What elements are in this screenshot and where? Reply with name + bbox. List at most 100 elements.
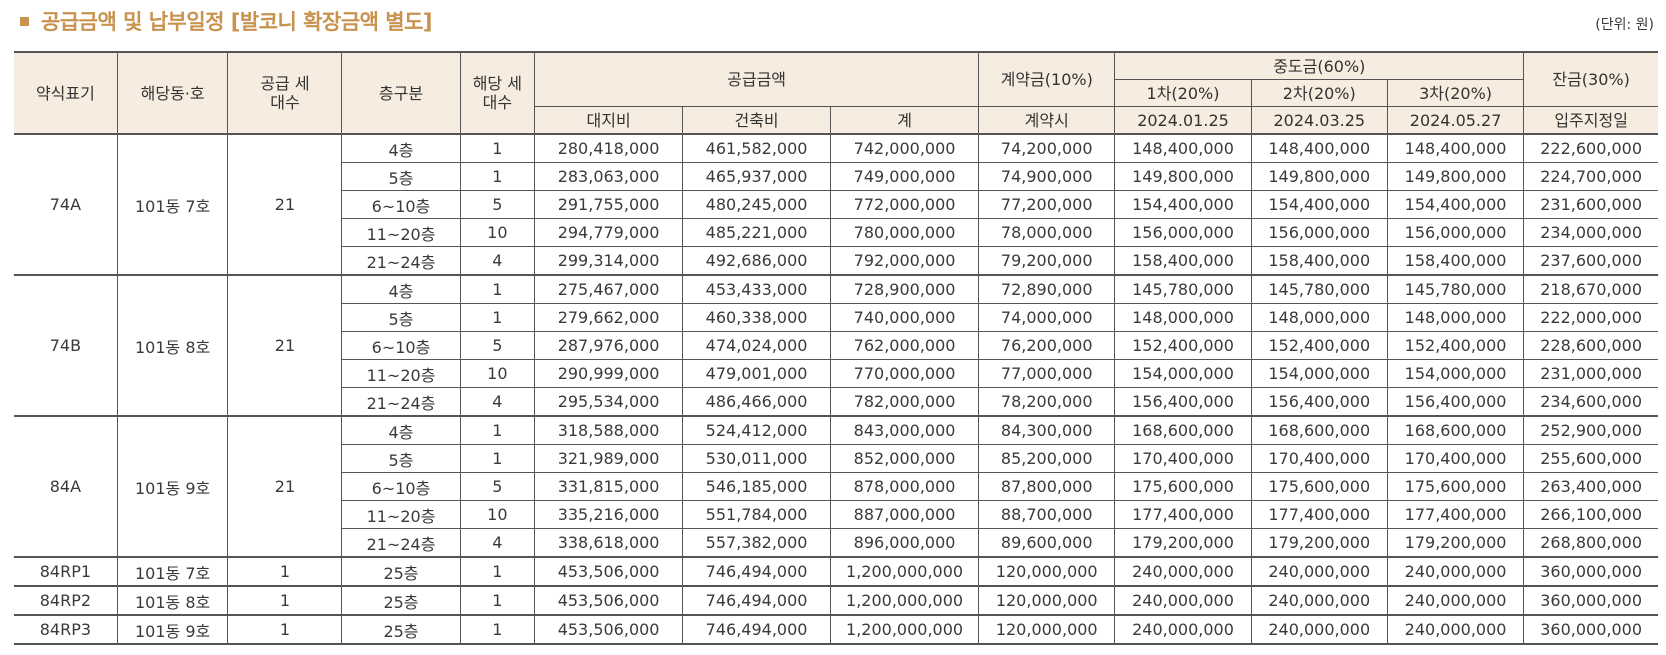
cell-mid3: 156,400,000 [1386,387,1525,417]
cell-mid2: 149,800,000 [1250,162,1388,191]
header-deposit: 계약금(10%) [978,51,1116,107]
header-mid2: 2차(20%) [1250,79,1388,107]
cell-mid1: 148,400,000 [1114,133,1252,163]
cell-mid2: 168,600,000 [1250,415,1388,445]
cell-balance: 234,600,000 [1523,387,1658,417]
header-total: 계 [830,106,980,135]
table-row: 74A 101동 7호 21 4층 1 280,418,000 461,582,000 742… [14,133,1658,276]
cell-mid2: 156,400,000 [1250,387,1388,417]
cell-mid3: 148,000,000 [1386,303,1525,332]
cell-floor: 6~10층 [341,331,461,360]
cell-mid1: 179,200,000 [1114,528,1252,558]
cell-building: 746,494,000 [682,556,832,587]
cell-land: 291,755,000 [534,190,684,219]
cell-households: 5 [459,472,536,501]
cell-households: 4 [459,528,536,558]
page-header: 공급금액 및 납부일정 [발코니 확장금액 별도] (단위: 원) [0,0,1666,48]
cell-balance: 360,000,000 [1523,614,1658,645]
cell-households: 10 [459,359,536,388]
table-row: 84RP2 101동 8호 1 25층 1 453,506,000 746,494,000 1… [14,585,1658,616]
cell-unit-no: 101동 8호 [116,585,229,616]
cell-building: 557,382,000 [682,528,832,558]
unit-note: (단위: 원) [1595,17,1654,33]
cell-balance: 255,600,000 [1523,444,1658,473]
cell-building: 524,412,000 [682,415,832,445]
cell-supply-households: 21 [227,415,343,558]
cell-total: 887,000,000 [830,500,980,529]
cell-supply-households: 21 [227,274,343,417]
header-mid1: 1차(20%) [1114,79,1252,107]
table-row: 11~20층 10 290,999,000 479,001,000 770,000,00… [14,359,1658,388]
header-middle: 중도금(60%) [1114,51,1525,80]
cell-total: 742,000,000 [830,133,980,163]
cell-households: 1 [459,585,536,616]
header-supply-price: 공급금액 [534,51,980,107]
cell-mid3: 145,780,000 [1386,274,1525,304]
cell-unit-no: 101동 7호 [116,133,229,276]
cell-mid2: 175,600,000 [1250,472,1388,501]
cell-balance: 360,000,000 [1523,556,1658,587]
cell-households: 1 [459,274,536,304]
cell-deposit: 78,000,000 [978,218,1116,247]
cell-mid2: 156,000,000 [1250,218,1388,247]
cell-mid1: 175,600,000 [1114,472,1252,501]
cell-building: 492,686,000 [682,246,832,276]
header-mid3: 3차(20%) [1386,79,1524,107]
header-mid3-date: 2024.05.27 [1386,106,1525,135]
header-land: 대지비 [534,106,684,135]
cell-mid2: 240,000,000 [1250,585,1388,616]
cell-households: 1 [459,133,536,163]
cell-total: 762,000,000 [830,331,980,360]
cell-balance: 252,900,000 [1523,415,1658,445]
header-balance: 잔금(30%) [1523,51,1658,107]
cell-total: 896,000,000 [830,528,980,558]
cell-deposit: 85,200,000 [978,444,1116,473]
cell-households: 1 [459,614,536,645]
cell-mid3: 148,400,000 [1386,133,1525,163]
cell-mid2: 170,400,000 [1250,444,1388,473]
cell-mid1: 156,400,000 [1114,387,1252,417]
header-building: 건축비 [682,106,832,135]
cell-mid3: 240,000,000 [1386,614,1525,645]
cell-mid1: 149,800,000 [1114,162,1252,191]
table-row: 84RP3 101동 9호 1 25층 1 453,506,000 746,494,000 1… [14,614,1658,645]
cell-balance: 231,000,000 [1523,359,1658,388]
cell-deposit: 79,200,000 [978,246,1116,276]
cell-mid2: 148,400,000 [1250,133,1388,163]
cell-mid3: 179,200,000 [1386,528,1525,558]
header-type: 약식표기 [14,51,118,135]
cell-mid2: 240,000,000 [1250,614,1388,645]
cell-households: 4 [459,387,536,417]
cell-unit-no: 101동 9호 [116,614,229,645]
cell-households: 1 [459,415,536,445]
table-row: 11~20층 10 294,779,000 485,221,000 780,000,00… [14,218,1658,247]
cell-mid3: 240,000,000 [1386,556,1525,587]
cell-deposit: 77,200,000 [978,190,1116,219]
cell-type: 84RP2 [14,585,118,616]
cell-total: 1,200,000,000 [830,614,980,645]
cell-deposit: 88,700,000 [978,500,1116,529]
cell-building: 461,582,000 [682,133,832,163]
cell-mid3: 152,400,000 [1386,331,1525,360]
cell-land: 335,216,000 [534,500,684,529]
cell-mid1: 156,000,000 [1114,218,1252,247]
table-row: 21~24층 4 299,314,000 492,686,000 792,000,000… [14,246,1658,276]
cell-deposit: 77,000,000 [978,359,1116,388]
table-row: 84A 101동 9호 21 4층 1 318,588,000 524,412,000 843… [14,415,1658,558]
cell-land: 287,976,000 [534,331,684,360]
cell-land: 280,418,000 [534,133,684,163]
table-row: 74B 101동 8호 21 4층 1 275,467,000 453,433,000 728… [14,274,1658,417]
cell-floor: 21~24층 [341,528,461,558]
cell-floor: 5층 [341,444,461,473]
cell-mid1: 168,600,000 [1114,415,1252,445]
cell-building: 460,338,000 [682,303,832,332]
cell-total: 792,000,000 [830,246,980,276]
cell-total: 770,000,000 [830,359,980,388]
cell-mid1: 240,000,000 [1114,556,1252,587]
cell-mid3: 149,800,000 [1386,162,1525,191]
cell-total: 749,000,000 [830,162,980,191]
cell-mid1: 240,000,000 [1114,614,1252,645]
cell-balance: 222,000,000 [1523,303,1658,332]
cell-total: 772,000,000 [830,190,980,219]
cell-supply-households: 1 [227,614,343,645]
